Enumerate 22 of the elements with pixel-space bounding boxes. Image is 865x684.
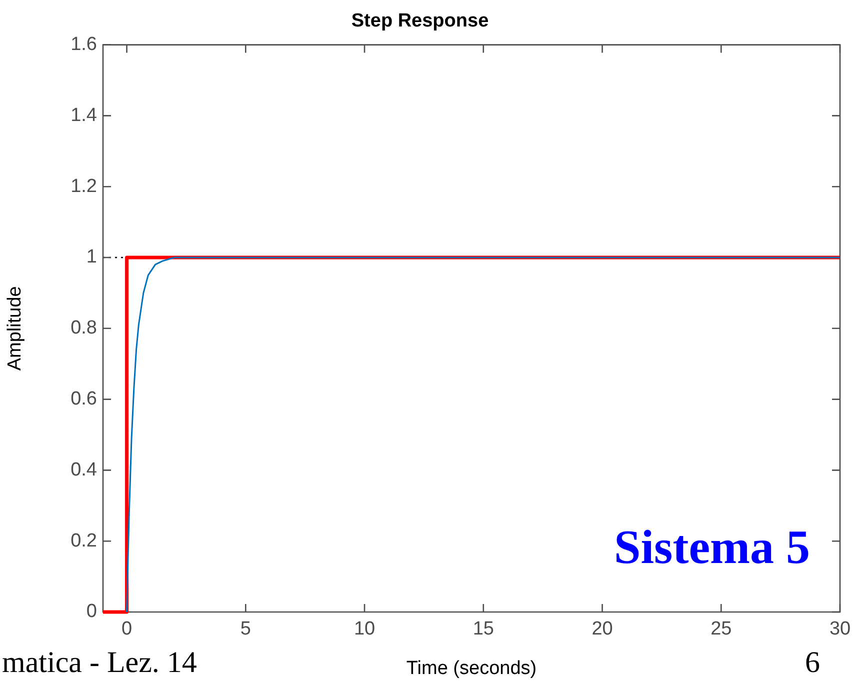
annotation: Sistema 5 [614, 520, 810, 575]
y-tick-label: 1.6 [70, 34, 97, 56]
y-tick-label: 0.6 [70, 388, 97, 410]
x-tick-label: 20 [592, 618, 613, 640]
y-tick-label: 0 [86, 601, 97, 622]
x-tick-label: 15 [472, 618, 494, 640]
x-tick-label: 0 [121, 618, 132, 640]
y-tick-label: 1.4 [70, 104, 98, 126]
text: 6 [805, 646, 820, 680]
y-tick-label: 1.2 [70, 176, 97, 197]
text: matica - Lez. 14 [2, 646, 197, 680]
y-tick-label: 1 [86, 246, 97, 268]
x-tick-label: 5 [240, 618, 251, 640]
y-tick-label: 0.8 [70, 318, 97, 339]
x-tick-label: 30 [829, 618, 851, 640]
x-tick-label: 25 [710, 618, 732, 640]
y-tick-label: 0.4 [70, 459, 98, 480]
y-tick-label: 0.2 [70, 530, 97, 552]
x-axis-title: Time (seconds) [406, 658, 537, 679]
chart-title: Step Response [351, 10, 489, 32]
x-tick-label: 10 [354, 618, 376, 640]
y-axis-title: Amplitude [4, 286, 26, 371]
